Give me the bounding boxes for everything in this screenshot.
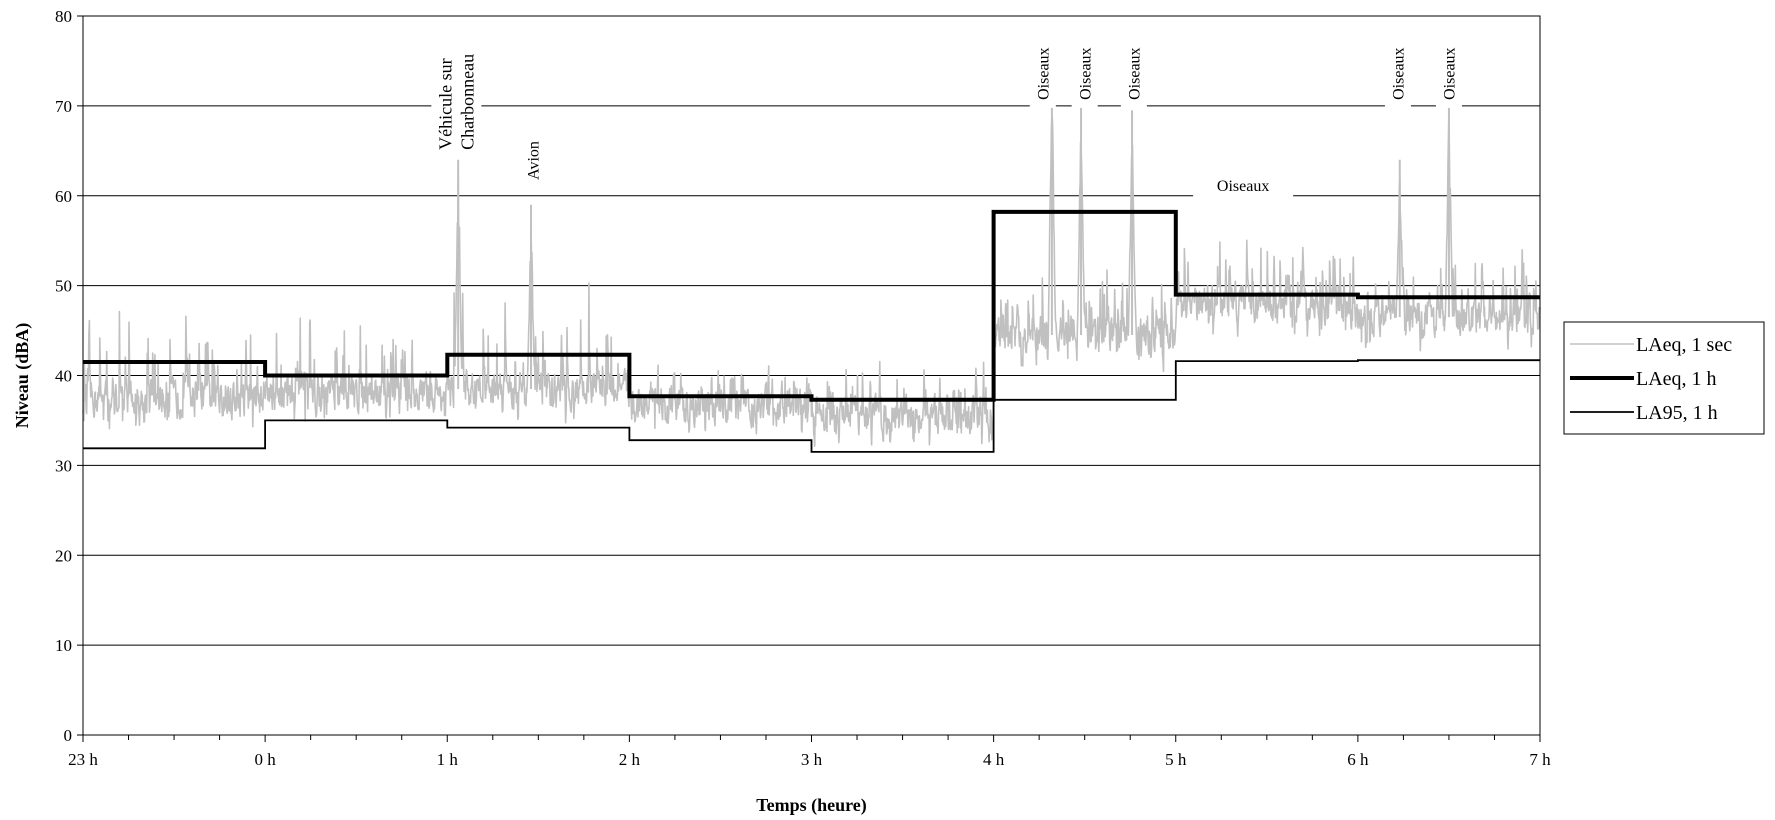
annotation: Oiseaux	[1120, 33, 1147, 108]
legend-entry: LAeq, 1 sec	[1636, 334, 1732, 356]
x-tick-label: 6 h	[1347, 750, 1369, 769]
legend-entry: LA95, 1 h	[1636, 402, 1718, 424]
annotation-label: Charbonneau	[458, 54, 478, 150]
annotation: Oiseaux	[1193, 173, 1294, 198]
annotation-label: Avion	[525, 141, 542, 180]
annotation: Oiseaux	[1384, 33, 1411, 108]
y-tick-label: 20	[55, 546, 72, 565]
x-tick-label: 23 h	[68, 750, 98, 769]
laeq-1sec-line	[82, 111, 1541, 448]
laeq-1h-line	[83, 209, 1540, 402]
hourly-step-series	[83, 209, 1540, 453]
y-tick-label: 40	[55, 367, 72, 386]
laeq-1sec-series	[82, 65, 1541, 448]
y-tick-label: 70	[55, 97, 72, 116]
legend-entry: LAeq, 1 h	[1636, 368, 1717, 390]
y-axis-title: Niveau (dBA)	[12, 323, 33, 429]
annotation: Avion	[519, 129, 546, 188]
annotation: Véhicule sur Charbonneau	[431, 31, 482, 158]
y-tick-label: 50	[55, 277, 72, 296]
annotation: Oiseaux	[1071, 33, 1098, 108]
axis-ticks: 0 10 20 30 40 50 60 70 80 23 h 0 h 1 h 2 h 3 h 4 h 5 h 6…	[55, 7, 1551, 769]
legend: LAeq, 1 sec LAeq, 1 h LA95, 1 h	[1563, 321, 1765, 435]
annotation-label: Oiseaux	[1217, 178, 1269, 195]
annotation-label: Oiseaux	[1077, 47, 1094, 99]
y-tick-label: 60	[55, 187, 72, 206]
la95-1h-line	[83, 359, 1540, 453]
annotation-label: Véhicule sur	[436, 58, 456, 149]
event-annotations: Véhicule sur Charbonneau Avion Oiseaux Oisea…	[431, 31, 1462, 198]
annotation-label: Oiseaux	[1126, 47, 1143, 99]
x-tick-label: 5 h	[1165, 750, 1187, 769]
x-tick-label: 4 h	[983, 750, 1005, 769]
x-tick-label: 0 h	[255, 750, 277, 769]
y-tick-label: 10	[55, 636, 72, 655]
annotation: Oiseaux	[1435, 33, 1462, 108]
annotation-label: Oiseaux	[1035, 47, 1052, 99]
x-axis-title: Temps (heure)	[756, 795, 867, 816]
y-tick-label: 80	[55, 7, 72, 26]
annotation-label: Oiseaux	[1391, 47, 1408, 99]
y-tick-label: 30	[55, 456, 72, 475]
x-tick-label: 1 h	[437, 750, 459, 769]
annotation-label: Oiseaux	[1442, 47, 1459, 99]
y-tick-label: 0	[64, 726, 73, 745]
x-tick-label: 7 h	[1529, 750, 1551, 769]
annotation: Oiseaux	[1029, 33, 1056, 108]
x-tick-label: 2 h	[619, 750, 641, 769]
x-tick-label: 3 h	[801, 750, 823, 769]
